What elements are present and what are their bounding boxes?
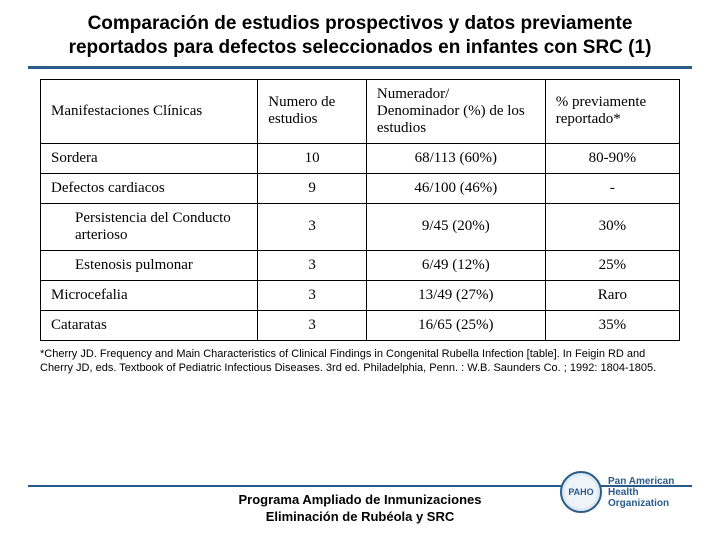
cell-reportado: 80-90% — [545, 143, 679, 173]
cell-manifestacion: Defectos cardiacos — [41, 173, 258, 203]
cell-manifestacion: Sordera — [41, 143, 258, 173]
cell-numero: 3 — [258, 280, 367, 310]
cell-numero: 9 — [258, 173, 367, 203]
cell-numerador: 6/49 (12%) — [366, 250, 545, 280]
title-rule — [28, 66, 692, 69]
cell-numero: 3 — [258, 310, 367, 340]
cell-reportado: 30% — [545, 203, 679, 250]
globe-icon: PAHO — [560, 471, 602, 513]
cell-numerador: 46/100 (46%) — [366, 173, 545, 203]
cell-numero: 3 — [258, 203, 367, 250]
cell-numerador: 68/113 (60%) — [366, 143, 545, 173]
footnote: *Cherry JD. Frequency and Main Character… — [40, 347, 680, 376]
table-row: Microcefalia313/49 (27%)Raro — [41, 280, 680, 310]
cell-numerador: 13/49 (27%) — [366, 280, 545, 310]
table-row: Cataratas316/65 (25%)35% — [41, 310, 680, 340]
cell-manifestacion: Microcefalia — [41, 280, 258, 310]
page-title: Comparación de estudios prospectivos y d… — [40, 12, 680, 60]
footer: Programa Ampliado de Inmunizaciones Elim… — [0, 479, 720, 526]
cell-numerador: 16/65 (25%) — [366, 310, 545, 340]
col-header-numero: Numero de estudios — [258, 79, 367, 143]
cell-manifestacion: Persistencia del Conducto arterioso — [41, 203, 258, 250]
logo-line3: Organization — [608, 498, 674, 509]
logo-mark: PAHO — [568, 487, 593, 497]
table-row: Defectos cardiacos946/100 (46%)- — [41, 173, 680, 203]
table-header-row: Manifestaciones Clínicas Numero de estud… — [41, 79, 680, 143]
logo-text: Pan American Health Organization — [608, 476, 674, 509]
table-body: Sordera1068/113 (60%)80-90%Defectos card… — [41, 143, 680, 340]
table-row: Estenosis pulmonar36/49 (12%)25% — [41, 250, 680, 280]
paho-logo: PAHO Pan American Health Organization — [560, 468, 690, 516]
data-table: Manifestaciones Clínicas Numero de estud… — [40, 79, 680, 341]
col-header-manifestaciones: Manifestaciones Clínicas — [41, 79, 258, 143]
cell-numero: 3 — [258, 250, 367, 280]
logo-line1: Pan American — [608, 476, 674, 487]
cell-reportado: 25% — [545, 250, 679, 280]
table-row: Sordera1068/113 (60%)80-90% — [41, 143, 680, 173]
title-block: Comparación de estudios prospectivos y d… — [0, 0, 720, 66]
cell-numerador: 9/45 (20%) — [366, 203, 545, 250]
cell-manifestacion: Cataratas — [41, 310, 258, 340]
table-row: Persistencia del Conducto arterioso39/45… — [41, 203, 680, 250]
cell-reportado: Raro — [545, 280, 679, 310]
cell-numero: 10 — [258, 143, 367, 173]
cell-manifestacion: Estenosis pulmonar — [41, 250, 258, 280]
col-header-reportado: % previamente reportado* — [545, 79, 679, 143]
logo-line2: Health — [608, 487, 674, 498]
cell-reportado: - — [545, 173, 679, 203]
cell-reportado: 35% — [545, 310, 679, 340]
col-header-numerador: Numerador/ Denominador (%) de los estudi… — [366, 79, 545, 143]
